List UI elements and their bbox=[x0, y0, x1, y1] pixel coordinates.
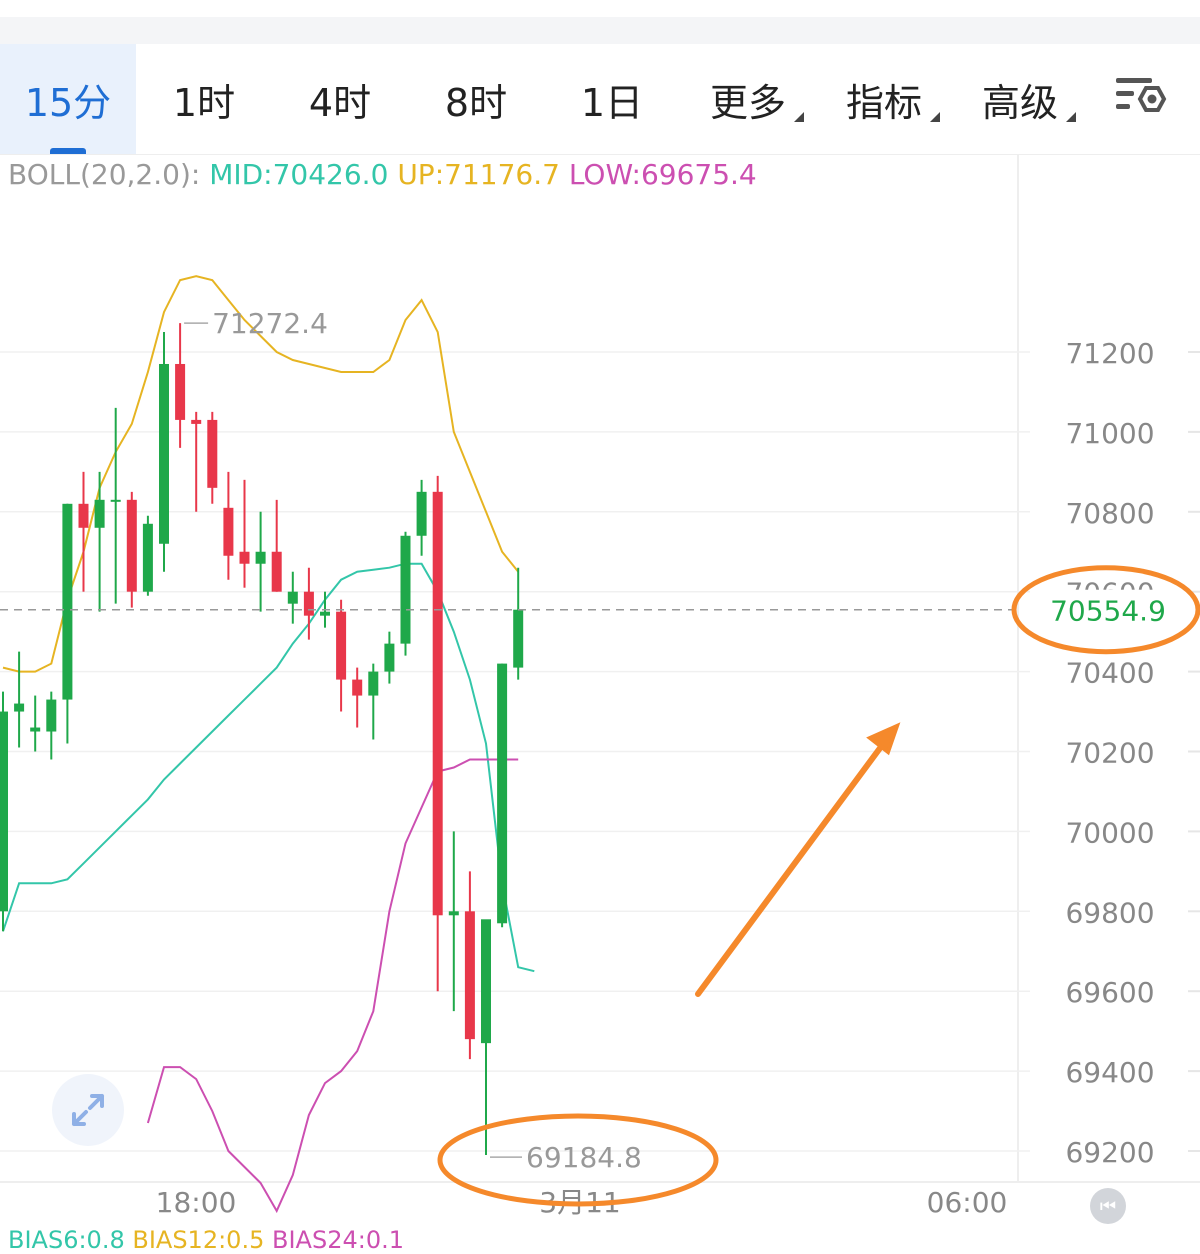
price-tick-label: 69400 bbox=[1065, 1056, 1154, 1089]
candle-body bbox=[400, 535, 411, 644]
boll-mid-band bbox=[2, 562, 535, 973]
candle-body bbox=[416, 491, 427, 536]
dropdown-caret-icon bbox=[1066, 112, 1076, 122]
candle-body bbox=[159, 363, 169, 544]
tab-label: 高级 bbox=[981, 80, 1058, 125]
candle-body bbox=[513, 609, 524, 668]
tab-1d[interactable]: 1日 bbox=[544, 44, 680, 154]
tab-1h[interactable]: 1时 bbox=[136, 44, 272, 154]
bias12-value: BIAS12:0.5 bbox=[132, 1226, 265, 1254]
candle-body bbox=[110, 499, 121, 502]
candle-body bbox=[62, 503, 73, 700]
back-to-latest-icon: ⏮ bbox=[1099, 1195, 1117, 1217]
dropdown-caret-icon bbox=[794, 112, 804, 122]
boll-low-value: LOW:69675.4 bbox=[568, 158, 757, 191]
candle-body bbox=[464, 911, 475, 1040]
candle-body bbox=[303, 591, 314, 616]
candle-body bbox=[191, 419, 202, 424]
candle-body bbox=[94, 499, 105, 528]
candle-body bbox=[287, 591, 298, 604]
candle-body bbox=[336, 611, 347, 680]
boll-up-value: UP:71176.7 bbox=[397, 158, 560, 191]
dropdown-caret-icon bbox=[930, 112, 940, 122]
time-axis-label: 06:00 bbox=[927, 1186, 1008, 1219]
candle-body bbox=[175, 363, 186, 420]
tab-8h[interactable]: 8时 bbox=[408, 44, 544, 154]
candle-body bbox=[320, 611, 330, 616]
tab-label: 4时 bbox=[308, 80, 372, 125]
price-tick-label: 71200 bbox=[1065, 337, 1154, 370]
bias-indicator-legend: BIAS6:0.8 BIAS12:0.5 BIAS24:0.1 bbox=[8, 1226, 404, 1254]
scroll-to-latest-button[interactable]: ⏮ bbox=[1090, 1188, 1126, 1224]
candle-body bbox=[142, 523, 153, 592]
candle-body bbox=[255, 551, 266, 564]
active-tab-indicator bbox=[50, 148, 86, 154]
time-axis-label: 18:00 bbox=[156, 1186, 237, 1219]
candle-body bbox=[30, 727, 41, 732]
candle-body bbox=[271, 551, 282, 592]
tab-more[interactable]: 更多 bbox=[680, 44, 816, 154]
tab-indicators[interactable]: 指标 bbox=[816, 44, 952, 154]
tab-label: 1时 bbox=[172, 80, 236, 125]
low-price-highlight-ellipse bbox=[437, 1113, 719, 1207]
candle-body bbox=[352, 679, 363, 696]
candle-body bbox=[481, 919, 491, 1044]
price-tick-label: 70200 bbox=[1065, 737, 1154, 770]
bias24-value: BIAS24:0.1 bbox=[272, 1226, 404, 1254]
candle-body bbox=[497, 663, 508, 924]
boll-lower-band bbox=[146, 758, 519, 1214]
tab-label: 指标 bbox=[845, 80, 922, 125]
uptrend-arrow-shaft bbox=[695, 737, 889, 997]
chart-settings-icon bbox=[1116, 78, 1167, 112]
candle-body bbox=[448, 911, 459, 916]
chart-settings-button[interactable] bbox=[1110, 74, 1170, 126]
top-status-strip bbox=[0, 0, 1200, 44]
price-tick-label: 70000 bbox=[1065, 816, 1154, 849]
candle-body bbox=[78, 503, 89, 528]
tab-label: 8时 bbox=[444, 80, 508, 125]
tab-label: 15分 bbox=[24, 80, 112, 125]
candle-body bbox=[384, 643, 395, 672]
boll-mid-value: MID:70426.0 bbox=[209, 158, 389, 191]
candle-body bbox=[432, 491, 443, 916]
candle-body bbox=[223, 507, 234, 556]
timeframe-tab-bar: 15分 1时 4时 8时 1日 更多 指标 高级 bbox=[0, 44, 1200, 155]
price-tick-label: 70800 bbox=[1065, 497, 1154, 530]
high-price-marker: 71272.4 bbox=[212, 307, 328, 340]
expand-chart-button[interactable] bbox=[52, 1074, 124, 1146]
tab-advanced[interactable]: 高级 bbox=[952, 44, 1088, 154]
candle-body bbox=[207, 419, 218, 488]
price-tick-label: 69600 bbox=[1065, 976, 1154, 1009]
uptrend-arrow-head bbox=[866, 722, 901, 756]
tab-15m[interactable]: 15分 bbox=[0, 44, 136, 154]
candle-body bbox=[0, 711, 8, 912]
candle-body bbox=[239, 551, 250, 564]
bias6-value: BIAS6:0.8 bbox=[8, 1226, 125, 1254]
price-tick-label: 71000 bbox=[1065, 417, 1154, 450]
tab-4h[interactable]: 4时 bbox=[272, 44, 408, 154]
price-tick-label: 69800 bbox=[1065, 896, 1154, 929]
current-price-highlight-ellipse bbox=[1011, 565, 1200, 655]
current-price-tag-bg bbox=[1040, 589, 1176, 630]
tab-label: 1日 bbox=[580, 80, 644, 125]
boll-upper-band bbox=[2, 275, 519, 673]
low-price-marker: 69184.8 bbox=[526, 1141, 642, 1174]
expand-arrows-icon bbox=[72, 1094, 104, 1126]
candle-body bbox=[126, 499, 137, 592]
boll-indicator-legend: BOLL(20,2.0): MID:70426.0 UP:71176.7 LOW… bbox=[8, 158, 757, 191]
boll-label: BOLL(20,2.0): bbox=[8, 158, 201, 191]
price-tick-label: 70400 bbox=[1065, 657, 1154, 690]
price-tick-label: 69200 bbox=[1065, 1136, 1154, 1169]
current-price-label: 70554.9 bbox=[1050, 595, 1166, 628]
candle-body bbox=[368, 671, 379, 696]
candle-body bbox=[14, 703, 25, 712]
tab-label: 更多 bbox=[709, 80, 786, 125]
candle-body bbox=[46, 699, 57, 732]
